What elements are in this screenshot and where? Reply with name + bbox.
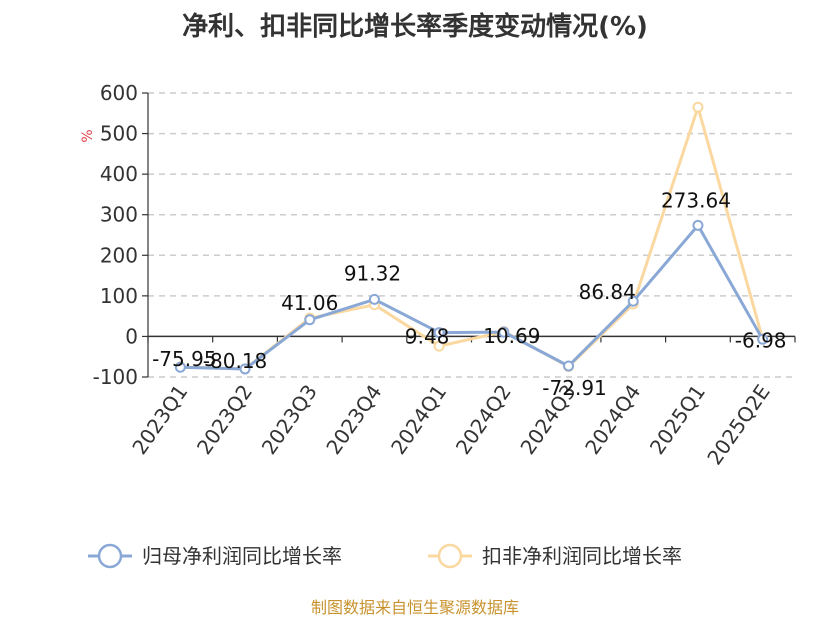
legend-marker bbox=[97, 543, 123, 569]
data-point bbox=[498, 326, 510, 338]
data-label: 9.48 bbox=[405, 325, 450, 349]
y-tick-label: 200 bbox=[100, 243, 138, 267]
y-tick-label: 500 bbox=[100, 122, 138, 146]
grid bbox=[148, 92, 795, 378]
data-point bbox=[304, 314, 316, 326]
legend-item: 扣非净利润同比增长率 bbox=[428, 543, 682, 569]
y-tick-label: 600 bbox=[100, 81, 138, 105]
y-tick-label: 100 bbox=[100, 284, 138, 308]
data-point bbox=[433, 340, 445, 352]
data-label: 10.69 bbox=[483, 324, 540, 348]
data-point bbox=[433, 327, 445, 339]
y-axis-unit: % bbox=[80, 129, 96, 142]
data-point bbox=[692, 219, 704, 231]
data-label: 273.64 bbox=[661, 188, 731, 212]
data-label: -80.18 bbox=[203, 349, 267, 373]
source-note: 制图数据来自恒生聚源数据库 bbox=[311, 598, 519, 617]
x-tick-label: 2024Q1 bbox=[386, 380, 451, 459]
data-point bbox=[239, 363, 251, 375]
data-point bbox=[692, 101, 704, 113]
x-tick-label: 2025Q1 bbox=[645, 380, 710, 459]
y-tick-label: 300 bbox=[100, 203, 138, 227]
y-tick-label: -100 bbox=[93, 365, 138, 389]
x-tick-label: 2023Q4 bbox=[321, 380, 386, 459]
legend-label: 归母净利润同比增长率 bbox=[142, 544, 342, 568]
y-tick-label: 400 bbox=[100, 162, 138, 186]
series-line bbox=[180, 223, 764, 371]
legend-label: 扣非净利润同比增长率 bbox=[482, 544, 682, 568]
data-label: -6.98 bbox=[735, 328, 787, 352]
x-tick-label: 2025Q2E bbox=[702, 380, 774, 469]
series-lines bbox=[174, 101, 769, 375]
x-tick-label: 2023Q2 bbox=[192, 380, 257, 459]
x-tick-label: 2023Q3 bbox=[257, 380, 322, 459]
data-point bbox=[627, 295, 639, 307]
legend-item: 归母净利润同比增长率 bbox=[88, 543, 342, 569]
chart-title: 净利、扣非同比增长率季度变动情况(%) bbox=[182, 11, 648, 42]
data-point bbox=[174, 361, 186, 373]
data-label: 41.06 bbox=[281, 291, 338, 315]
data-label: 86.84 bbox=[579, 280, 636, 304]
data-point bbox=[368, 293, 380, 305]
data-point bbox=[757, 333, 769, 345]
data-label: -72.91 bbox=[542, 376, 606, 400]
legend-marker bbox=[437, 543, 463, 569]
data-point bbox=[563, 360, 575, 372]
data-label: 91.32 bbox=[344, 261, 401, 285]
x-tick-label: 2024Q2 bbox=[451, 380, 516, 459]
legend: 归母净利润同比增长率 扣非净利润同比增长率 bbox=[88, 543, 682, 569]
series-line bbox=[180, 105, 765, 371]
data-label: -75.95 bbox=[152, 347, 216, 371]
x-tick-label: 2023Q1 bbox=[127, 380, 192, 459]
y-tick-label: 0 bbox=[125, 324, 138, 348]
